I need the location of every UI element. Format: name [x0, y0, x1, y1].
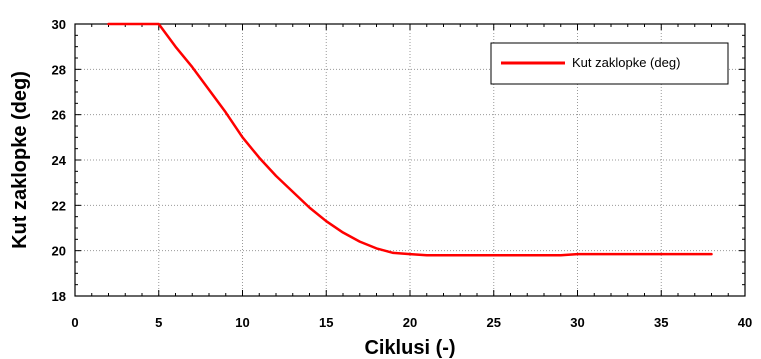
- series-layer: [107, 22, 713, 257]
- y-tick-label: 24: [52, 153, 67, 168]
- grid-lines: [75, 24, 745, 296]
- y-tick-label: 18: [52, 289, 66, 304]
- y-tick-label: 28: [52, 62, 66, 77]
- x-tick-label: 15: [319, 315, 333, 330]
- x-tick-label: 20: [403, 315, 417, 330]
- y-tick-label: 20: [52, 244, 66, 259]
- y-tick-labels: 18 20 22 24 26 28 30: [52, 17, 67, 304]
- x-tick-label: 30: [570, 315, 584, 330]
- y-tick-label: 26: [52, 108, 66, 123]
- x-tick-label: 35: [654, 315, 668, 330]
- y-tick-label: 22: [52, 198, 66, 213]
- series-line-0: [107, 22, 713, 257]
- x-tick-label: 25: [487, 315, 501, 330]
- x-tick-label: 10: [235, 315, 249, 330]
- x-axis-title: Ciklusi (-): [364, 337, 455, 359]
- x-tick-label: 5: [155, 315, 162, 330]
- legend: Kut zaklopke (deg): [490, 42, 729, 85]
- plot-frame: [74, 23, 746, 297]
- y-tick-label: 30: [52, 17, 66, 32]
- x-tick-labels: 0 5 10 15 20 25 30 35 40: [71, 315, 752, 330]
- legend-label-kut-zaklopke: Kut zaklopke (deg): [572, 55, 680, 70]
- x-tick-label: 40: [738, 315, 752, 330]
- x-tick-label: 0: [71, 315, 78, 330]
- y-axis-title: Kut zaklopke (deg): [9, 71, 31, 249]
